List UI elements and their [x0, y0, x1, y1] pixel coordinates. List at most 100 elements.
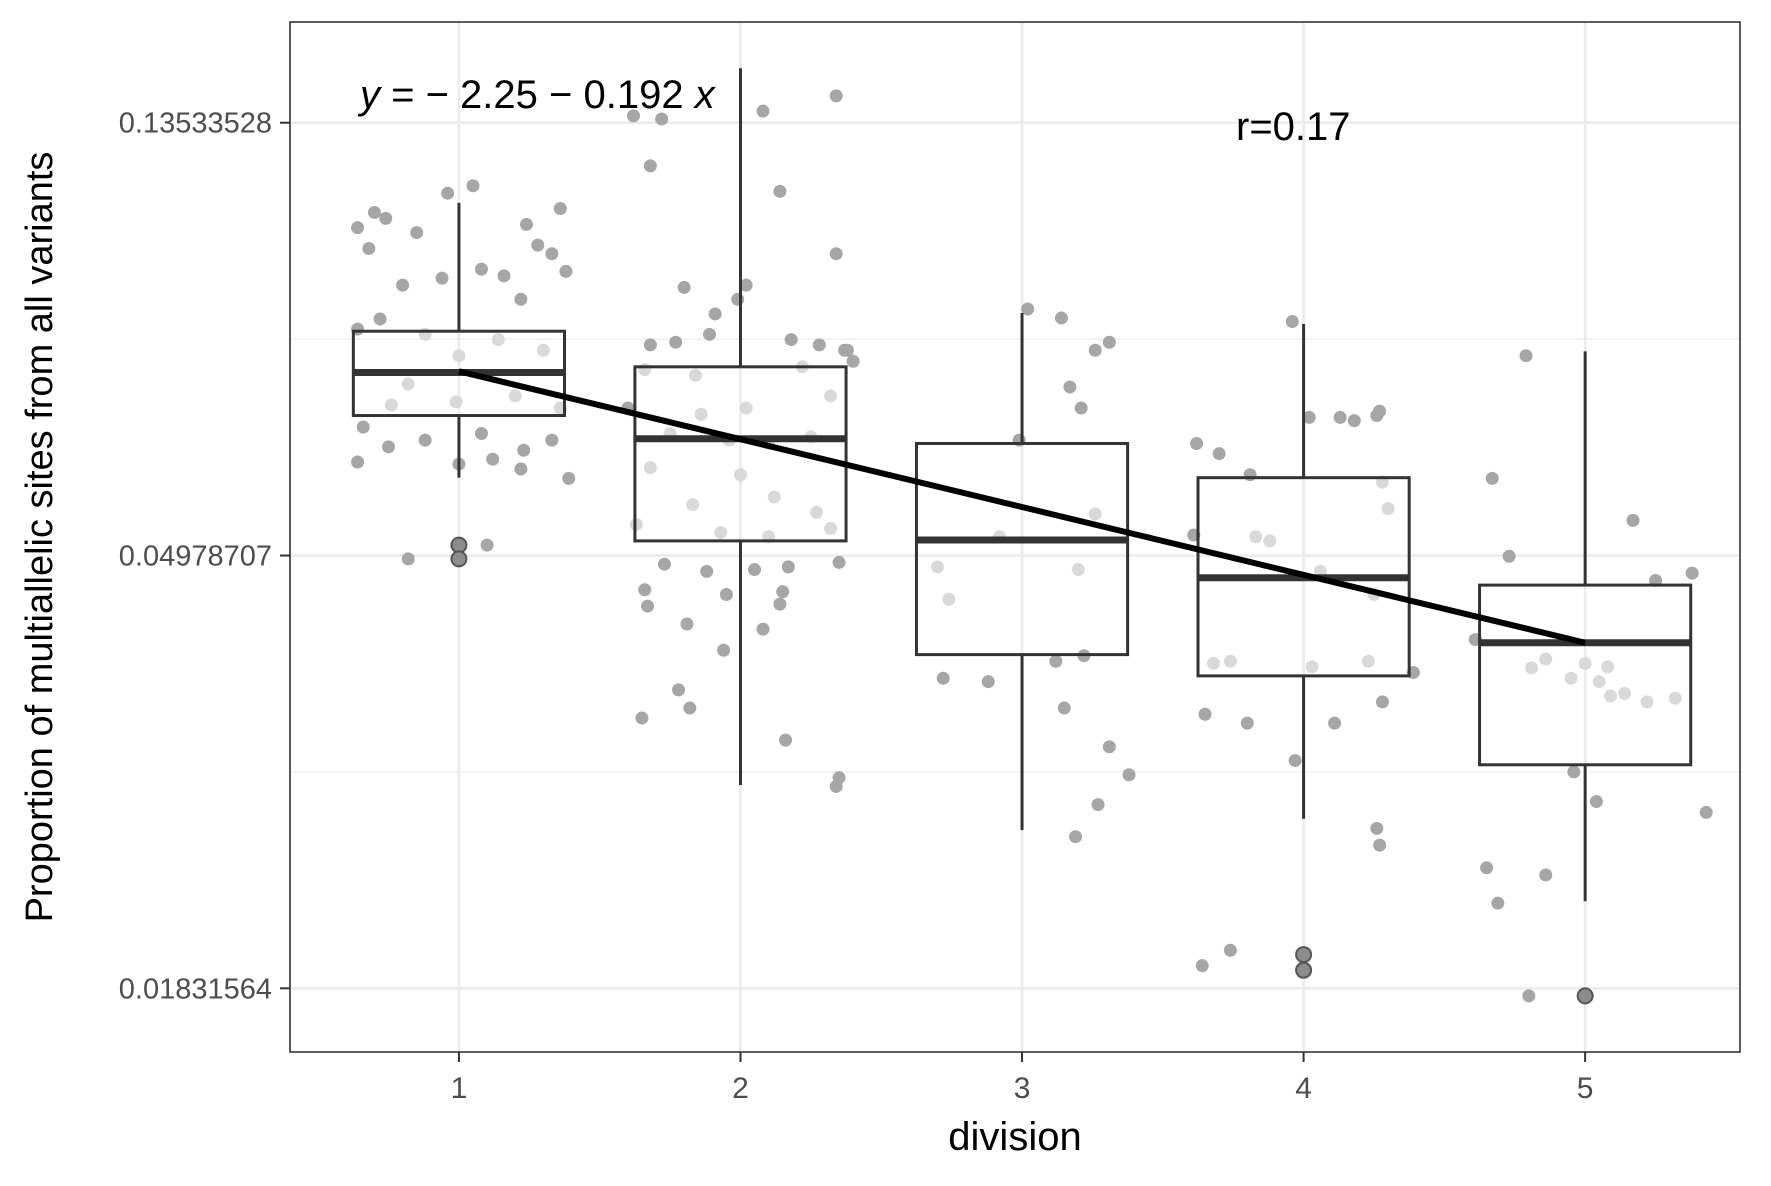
data-point: [700, 564, 714, 578]
data-point: [517, 443, 531, 457]
data-point: [703, 327, 717, 341]
data-point: [829, 779, 843, 793]
data-point: [1333, 410, 1347, 424]
data-point: [733, 468, 747, 482]
data-point: [812, 338, 826, 352]
axes: 0.13533528 0.04978707 0.01831564 1 2 3 4 5: [119, 108, 1594, 1105]
x-tick-label: 5: [1577, 1072, 1594, 1105]
data-point: [626, 109, 640, 123]
data-point: [514, 462, 528, 476]
outlier-point: [1576, 987, 1594, 1005]
data-point: [688, 368, 702, 382]
data-point: [536, 343, 550, 357]
data-point: [1640, 695, 1654, 709]
data-point: [686, 498, 700, 512]
data-point: [1088, 507, 1102, 521]
data-point: [379, 211, 393, 225]
data-point: [1626, 513, 1640, 527]
data-point: [351, 455, 365, 469]
y-tick-label: 0.13533528: [119, 108, 272, 140]
data-point: [784, 333, 798, 347]
data-point: [773, 597, 787, 611]
data-point: [1668, 691, 1682, 705]
data-point: [1091, 798, 1105, 812]
data-point: [382, 440, 396, 454]
data-point: [1198, 707, 1212, 721]
data-point: [545, 433, 559, 447]
data-point: [401, 552, 415, 566]
data-point: [1102, 740, 1116, 754]
outlier-point: [450, 550, 468, 568]
x-tick-label: 4: [1295, 1072, 1312, 1105]
data-point: [1074, 401, 1088, 415]
fit-line-group: [458, 368, 1586, 646]
data-point: [480, 538, 494, 552]
data-point: [781, 560, 795, 574]
data-point: [401, 377, 415, 391]
data-point: [1592, 675, 1606, 689]
data-point: [739, 278, 753, 292]
data-point: [562, 471, 576, 485]
data-point: [1578, 656, 1592, 670]
data-point: [1699, 805, 1713, 819]
data-point: [1539, 652, 1553, 666]
data-point: [1223, 943, 1237, 957]
data-point: [756, 104, 770, 118]
data-point: [717, 643, 731, 657]
data-point: [677, 280, 691, 294]
data-point: [373, 312, 387, 326]
data-point: [942, 592, 956, 606]
data-point: [981, 675, 995, 689]
data-point: [531, 238, 545, 252]
data-point: [1021, 302, 1035, 316]
x-tick-label: 3: [1014, 1072, 1031, 1105]
correlation-annotation: r=0.17: [1236, 105, 1351, 149]
data-point: [1603, 689, 1617, 703]
data-point: [356, 420, 370, 434]
data-point: [655, 112, 669, 126]
data-point: [694, 407, 708, 421]
data-point: [362, 242, 376, 256]
data-point: [832, 555, 846, 569]
data-point: [669, 335, 683, 349]
data-point: [643, 461, 657, 475]
data-point: [1375, 695, 1389, 709]
data-point: [1195, 959, 1209, 973]
data-point: [1618, 686, 1632, 700]
data-point: [638, 363, 652, 377]
data-point: [1263, 534, 1277, 548]
data-point: [1519, 349, 1533, 363]
x-axis-title: division: [948, 1115, 1081, 1159]
data-point: [683, 701, 697, 715]
data-point: [559, 264, 573, 278]
data-point: [824, 389, 838, 403]
data-point: [545, 247, 559, 261]
data-point: [767, 490, 781, 504]
data-point: [672, 683, 686, 697]
data-point: [657, 557, 671, 571]
data-point: [1361, 654, 1375, 668]
panel-border: [289, 21, 1741, 1053]
data-point: [410, 226, 424, 240]
data-point: [776, 585, 790, 599]
data-point: [1347, 414, 1361, 428]
data-point: [1069, 830, 1083, 844]
data-point: [635, 711, 649, 725]
data-point: [1102, 335, 1116, 349]
x-tick-label: 2: [732, 1072, 749, 1105]
data-point: [1525, 661, 1539, 675]
data-point: [1539, 868, 1553, 882]
data-point: [1249, 530, 1263, 544]
equation-annotation: y = − 2.25 − 0.192 x: [357, 73, 717, 117]
data-point: [1122, 768, 1136, 782]
data-point: [1071, 563, 1085, 577]
data-point: [936, 671, 950, 685]
data-point: [1480, 861, 1494, 875]
box-iqr: [633, 365, 848, 543]
equation-y-var: y: [357, 73, 383, 117]
data-point: [773, 184, 787, 198]
data-point: [384, 398, 398, 412]
data-point: [418, 433, 432, 447]
